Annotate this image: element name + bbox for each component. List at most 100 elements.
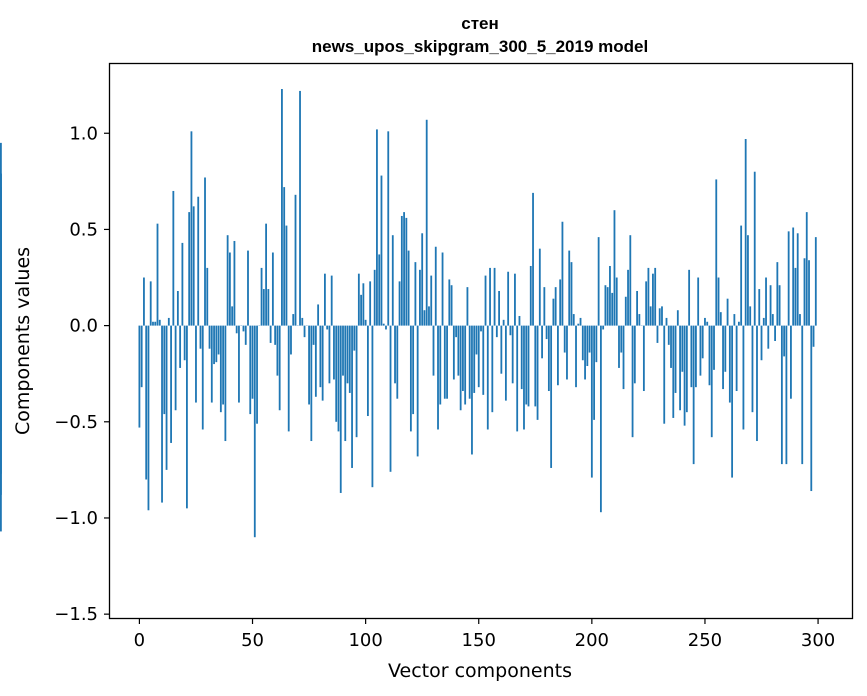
- bar: [604, 285, 607, 326]
- bar: [355, 325, 358, 438]
- y-axis-ticks: −1.5 −1.0 −0.5 0.0 0.5 1.0: [54, 123, 110, 625]
- bar: [563, 325, 566, 353]
- bar: [195, 325, 197, 403]
- bar: [181, 242, 184, 326]
- bar: [753, 171, 756, 326]
- bar: [624, 296, 627, 326]
- bar: [412, 325, 415, 415]
- bar: [498, 290, 500, 326]
- bar: [570, 262, 573, 326]
- bar: [441, 252, 444, 326]
- bar: [468, 325, 471, 399]
- bar: [523, 325, 525, 430]
- bar: [432, 325, 435, 376]
- bar: [317, 304, 320, 326]
- bar: [747, 235, 749, 326]
- bar: [615, 277, 618, 326]
- bar: [457, 325, 460, 376]
- bar: [369, 281, 372, 326]
- bar: [163, 325, 166, 415]
- y-tick-label: 0.5: [69, 219, 98, 240]
- bar: [516, 325, 519, 432]
- bar: [170, 325, 172, 443]
- bar: [339, 325, 342, 493]
- bar: [701, 325, 704, 359]
- bar: [330, 275, 333, 326]
- bar: [342, 325, 344, 376]
- chart-subtitle: news_upos_skipgram_300_5_2019 model: [312, 37, 648, 56]
- bar: [633, 325, 636, 384]
- bar: [656, 325, 659, 343]
- bar: [613, 210, 616, 326]
- bar: [466, 287, 469, 326]
- bar: [676, 310, 679, 326]
- y-axis-label: Components values: [12, 247, 34, 435]
- bar: [726, 298, 729, 326]
- bar: [559, 279, 562, 326]
- bar: [228, 252, 231, 326]
- bar: [704, 317, 706, 326]
- bar: [708, 325, 711, 386]
- bar: [204, 177, 206, 326]
- bar: [357, 273, 360, 326]
- bar: [762, 317, 765, 326]
- bar: [790, 325, 792, 399]
- bar: [514, 273, 516, 326]
- bar: [152, 321, 154, 326]
- bar: [737, 321, 740, 326]
- bar: [658, 308, 661, 326]
- bar: [140, 325, 143, 388]
- bar: [667, 325, 670, 345]
- bar: [283, 187, 286, 326]
- bar: [464, 325, 467, 405]
- bar: [638, 314, 641, 326]
- bar: [446, 325, 448, 399]
- bar: [269, 325, 272, 343]
- bar: [238, 325, 240, 403]
- bar: [550, 325, 553, 468]
- y-tick-label: 1.0: [69, 123, 98, 144]
- bar: [636, 290, 638, 326]
- bar: [808, 260, 810, 326]
- bar: [335, 325, 338, 422]
- bar: [337, 325, 340, 432]
- bar: [783, 325, 786, 357]
- bar: [593, 325, 596, 420]
- bar: [760, 325, 763, 361]
- bar: [473, 325, 476, 393]
- bar: [380, 175, 383, 326]
- bar: [805, 212, 808, 326]
- bar: [611, 292, 614, 326]
- bar: [588, 325, 591, 353]
- bar: [776, 262, 779, 326]
- bar: [161, 325, 163, 503]
- x-tick-label: 50: [241, 630, 264, 651]
- bar: [486, 325, 489, 430]
- bar: [253, 325, 256, 538]
- bar: [713, 325, 715, 370]
- x-axis-label: Vector components: [388, 660, 572, 682]
- bar: [674, 325, 677, 393]
- bar: [724, 325, 727, 372]
- bar: [812, 325, 815, 347]
- bar: [622, 325, 625, 390]
- bar: [407, 250, 410, 326]
- bar: [366, 325, 369, 417]
- bar: [192, 206, 195, 326]
- bar: [226, 235, 229, 326]
- bar: [518, 315, 521, 326]
- bar: [792, 227, 795, 326]
- bar: [602, 325, 605, 330]
- bar: [149, 281, 152, 326]
- bar: [0, 173, 2, 326]
- bar: [278, 325, 281, 411]
- bar: [351, 325, 353, 468]
- bar: [265, 223, 267, 326]
- bar: [504, 325, 507, 401]
- bar: [303, 325, 306, 338]
- bar: [362, 283, 365, 326]
- bar: [389, 325, 392, 472]
- bar: [183, 325, 186, 361]
- bar: [801, 325, 804, 465]
